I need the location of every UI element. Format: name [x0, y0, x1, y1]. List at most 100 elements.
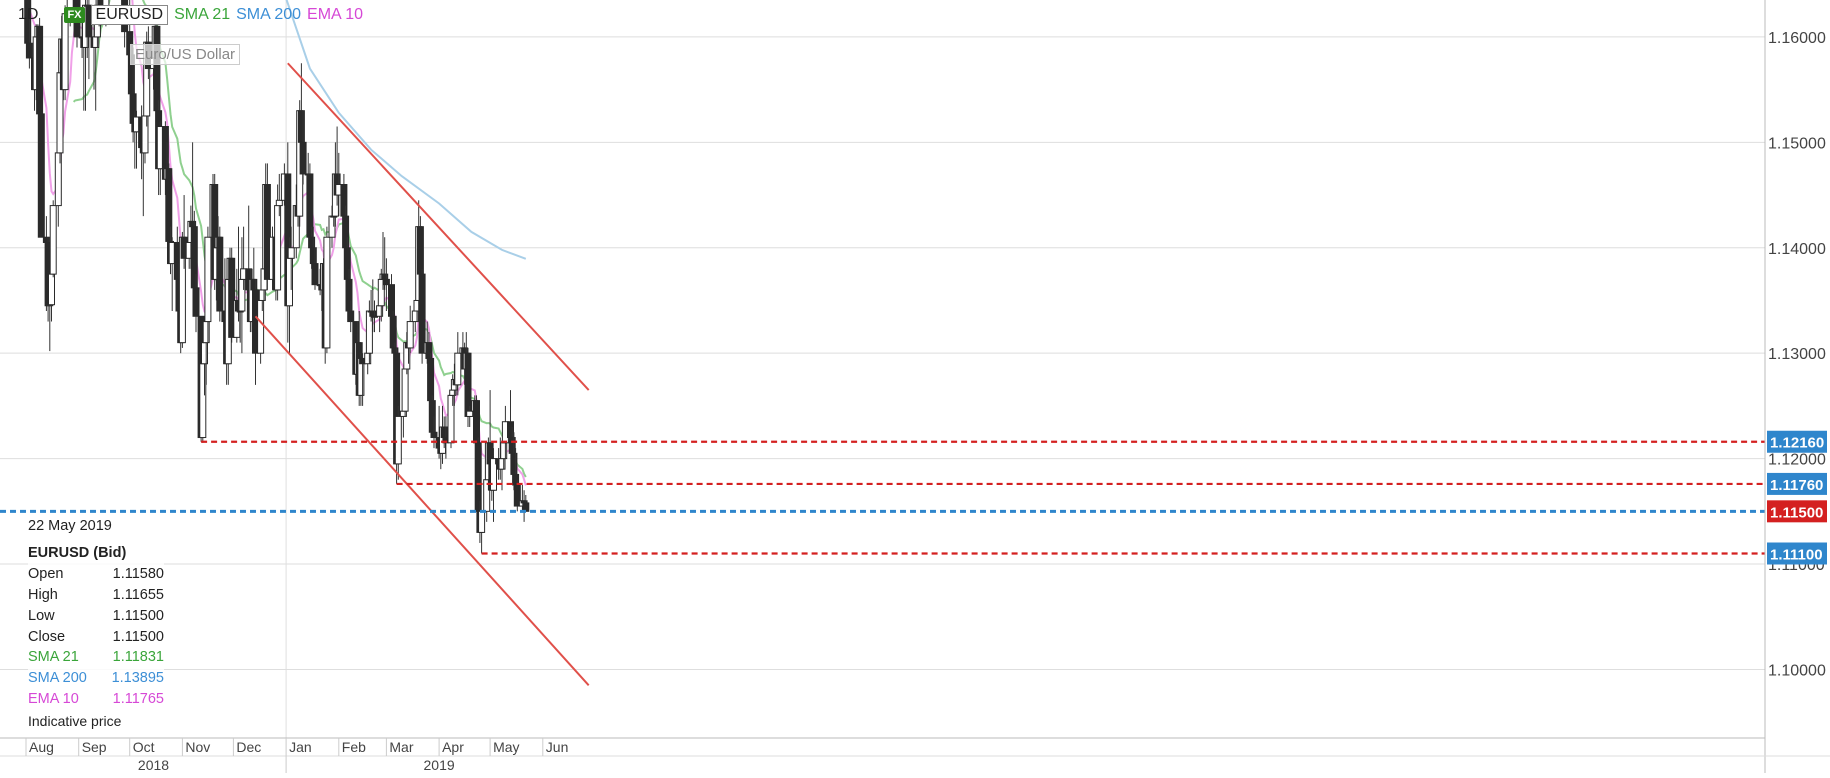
candle-body	[418, 273, 426, 354]
legend-sma21[interactable]: SMA 21	[174, 6, 231, 23]
candle-body	[427, 357, 435, 402]
candle-body	[401, 368, 409, 412]
candle-body	[466, 410, 474, 417]
candle-body	[153, 25, 161, 112]
candle-body	[192, 287, 200, 317]
candle	[394, 405, 402, 480]
x-year-label: 2018	[138, 757, 169, 773]
info-instrument: EURUSD (Bid)	[28, 544, 127, 561]
y-tick-label: 1.12000	[1768, 452, 1826, 469]
price-tag-bg	[1767, 430, 1827, 453]
x-month-label: Sep	[82, 739, 107, 755]
candle	[311, 247, 319, 290]
candle	[49, 200, 57, 278]
candle	[228, 247, 236, 343]
candle	[37, 112, 45, 238]
x-month-label: Feb	[342, 739, 366, 755]
candle	[216, 226, 224, 322]
info-footer: Indicative price	[28, 713, 122, 730]
y-tick-label: 1.14000	[1768, 241, 1826, 258]
candle-body	[263, 184, 271, 280]
price-tag-label: 1.12160	[1770, 435, 1824, 452]
candle-body	[347, 310, 355, 323]
candle-body	[287, 247, 295, 259]
info-row-high: High 1.11655	[28, 587, 164, 604]
info-row-sma200: SMA 200 1.13895	[28, 669, 164, 686]
candle-body	[416, 226, 424, 275]
candle-body	[48, 273, 55, 306]
y-tick-label: 1.13000	[1768, 346, 1826, 363]
candle-body	[323, 236, 331, 349]
candle-body	[406, 321, 414, 349]
x-month-label: Jun	[546, 739, 569, 755]
info-row-close: Close 1.11500	[28, 628, 164, 645]
info-row-open: Open 1.11580	[28, 566, 164, 583]
candle-body	[299, 141, 307, 175]
x-month-label: Aug	[29, 739, 54, 755]
x-month-label: Apr	[442, 739, 464, 755]
candle	[299, 110, 307, 185]
candle-body	[275, 199, 283, 207]
x-year-label: 2019	[424, 757, 455, 773]
candle-body	[36, 25, 44, 115]
price-tag-bg	[1767, 472, 1827, 495]
candle-body	[49, 205, 57, 275]
y-tick-label: 1.15000	[1768, 135, 1826, 152]
price-tag-label: 1.11100	[1770, 547, 1823, 564]
candle-body	[473, 400, 480, 444]
price-tag: 1.11100	[1767, 542, 1827, 565]
candle	[263, 163, 271, 290]
price-tag: 1.11500	[1767, 500, 1827, 523]
candle	[347, 300, 355, 333]
info-date: 22 May 2019	[28, 518, 112, 534]
x-month-label: Mar	[389, 739, 413, 755]
info-row-ema10: EMA 10 1.11765	[28, 690, 164, 707]
info-row-low: Low 1.11500	[28, 607, 164, 624]
info-row-sma21: SMA 21 1.11831	[28, 649, 164, 666]
trend-channel-line	[254, 315, 590, 686]
data-window: 22 May 2019 EURUSD (Bid) Open 1.11580 Hig…	[28, 516, 164, 733]
price-tag: 1.11760	[1767, 472, 1827, 495]
candle	[454, 332, 462, 396]
price-tag-bg	[1767, 542, 1827, 565]
candle-body	[394, 415, 402, 465]
x-month-label: Dec	[236, 739, 261, 755]
candle	[25, 15, 33, 69]
candle-body	[478, 510, 486, 533]
price-tag-label: 1.11760	[1770, 477, 1823, 494]
sma200-line	[285, 0, 527, 260]
candle	[478, 510, 486, 554]
candle-body	[311, 263, 319, 286]
timeframe-selector[interactable]: 1D	[18, 6, 39, 23]
chart-header: 1D FX EURUSD SMA 21 SMA 200 EMA 10	[18, 4, 363, 26]
candle-body	[216, 236, 224, 312]
candle	[486, 390, 494, 470]
symbol-label[interactable]: EURUSD	[90, 5, 169, 25]
candle-body	[274, 205, 282, 291]
candle	[204, 226, 212, 343]
y-tick-label: 1.16000	[1768, 30, 1826, 47]
candle-body	[204, 236, 212, 323]
candle	[323, 226, 331, 354]
x-month-label: Nov	[185, 739, 210, 755]
candle-body	[25, 42, 33, 59]
candle	[382, 258, 390, 312]
y-tick-label: 1.10000	[1768, 662, 1826, 679]
instrument-description: Euro/US Dollar	[130, 44, 241, 65]
candle	[418, 268, 426, 364]
price-tag: 1.12160	[1767, 430, 1827, 453]
x-month-label: Jan	[289, 739, 312, 755]
price-tag-bg	[1767, 500, 1827, 523]
candle-body	[454, 352, 462, 386]
candle-body	[490, 458, 497, 491]
candle	[490, 448, 497, 522]
x-month-label: Oct	[133, 739, 155, 755]
x-month-label: May	[493, 739, 519, 755]
candle-body	[430, 431, 438, 439]
legend-ema10[interactable]: EMA 10	[307, 6, 364, 23]
candle	[406, 305, 414, 354]
candle	[287, 226, 295, 290]
legend-sma200[interactable]: SMA 200	[236, 6, 302, 23]
trend-channel-line	[287, 62, 590, 391]
